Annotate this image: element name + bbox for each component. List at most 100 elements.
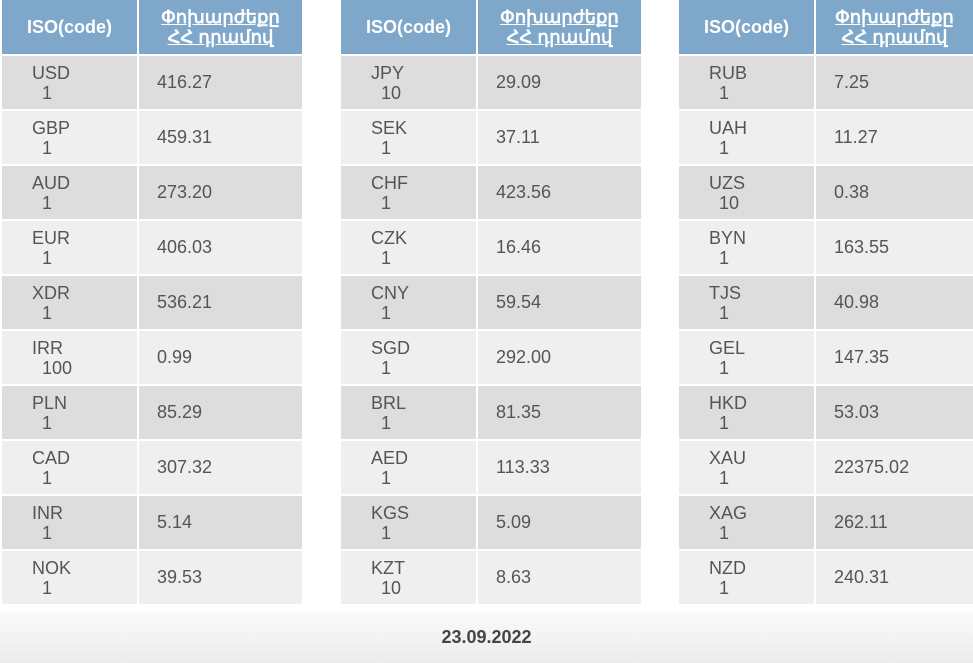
- rate-cell: 406.03: [157, 237, 213, 257]
- currency-unit: 1: [42, 247, 53, 268]
- currency-code: RUB: [709, 62, 748, 83]
- currency-code: GEL: [709, 337, 746, 358]
- currency-code: BYN: [709, 227, 747, 248]
- currency-code: XAU: [709, 447, 747, 468]
- header-code: ISO(code): [2, 0, 139, 54]
- currency-code: CAD: [32, 447, 71, 468]
- iso-cell: EUR 1: [2, 221, 139, 274]
- rate-row: NZD 1 240.31: [679, 551, 973, 604]
- currency-unit: 100: [42, 357, 73, 378]
- rate-row: AUD 1 273.20: [2, 166, 302, 219]
- currency-code: CNY: [371, 282, 410, 303]
- currency-unit: 10: [381, 82, 402, 103]
- header-row: ISO(code) Փոխարժեքը ՀՀ դրամով: [2, 0, 302, 54]
- rate-row: CHF 1 423.56: [341, 166, 641, 219]
- currency-code: SEK: [371, 117, 408, 138]
- currency-code: SGD: [371, 337, 411, 358]
- rate-row: XAU 1 22375.02: [679, 441, 973, 494]
- iso-cell: HKD 1: [679, 386, 816, 439]
- iso-cell: AED 1: [341, 441, 478, 494]
- currency-code: XAG: [709, 502, 748, 523]
- currency-unit: 1: [719, 577, 730, 598]
- currency-code: USD: [32, 62, 71, 83]
- rate-cell: 307.32: [157, 457, 213, 477]
- iso-cell: XAG 1: [679, 496, 816, 549]
- rate-row: TJS 1 40.98: [679, 276, 973, 329]
- rate-cell: 416.27: [157, 72, 213, 92]
- currency-code: KZT: [371, 557, 405, 578]
- currency-unit: 1: [719, 247, 730, 268]
- header-rate-line: Փոխարժեքը: [161, 7, 280, 27]
- rate-row: BRL 1 81.35: [341, 386, 641, 439]
- currency-unit: 1: [42, 192, 53, 213]
- header-code: ISO(code): [679, 0, 816, 54]
- currency-unit: 1: [42, 137, 53, 158]
- iso-cell: GBP 1: [2, 111, 139, 164]
- rate-cell: 240.31: [834, 567, 890, 587]
- rate-row: XAG 1 262.11: [679, 496, 973, 549]
- iso-cell: AUD 1: [2, 166, 139, 219]
- currency-unit: 1: [719, 82, 730, 103]
- iso-cell: PLN 1: [2, 386, 139, 439]
- currency-code: INR: [32, 502, 63, 523]
- rate-row: CZK 1 16.46: [341, 221, 641, 274]
- currency-unit: 1: [42, 522, 53, 543]
- currency-code: JPY: [371, 62, 405, 83]
- rate-cell: 22375.02: [834, 457, 910, 477]
- rate-cell: 459.31: [157, 127, 213, 147]
- rate-row: PLN 1 85.29: [2, 386, 302, 439]
- currency-unit: 1: [42, 467, 53, 488]
- currency-unit: 10: [719, 192, 740, 213]
- rate-row: KZT 10 8.63: [341, 551, 641, 604]
- iso-cell: KGS 1: [341, 496, 478, 549]
- header-row: ISO(code) Փոխարժեքը ՀՀ դրամով: [341, 0, 641, 54]
- iso-cell: XDR 1: [2, 276, 139, 329]
- currency-unit: 1: [719, 412, 730, 433]
- iso-cell: NOK 1: [2, 551, 139, 604]
- iso-cell: BYN 1: [679, 221, 816, 274]
- currency-code: UZS: [709, 172, 745, 193]
- rate-row: NOK 1 39.53: [2, 551, 302, 604]
- rate-cell: 40.98: [834, 292, 880, 312]
- currency-code: TJS: [709, 282, 742, 303]
- currency-code: KGS: [371, 502, 410, 523]
- rate-row: USD 1 416.27: [2, 56, 302, 109]
- rate-row: CAD 1 307.32: [2, 441, 302, 494]
- currency-unit: 1: [42, 302, 53, 323]
- currency-unit: 1: [381, 467, 392, 488]
- header-row: ISO(code) Փոխարժեքը ՀՀ դրամով: [679, 0, 973, 54]
- rate-row: GBP 1 459.31: [2, 111, 302, 164]
- rate-row: CNY 1 59.54: [341, 276, 641, 329]
- rate-cell: 37.11: [496, 127, 540, 147]
- header-rate: Փոխարժեքը ՀՀ դրամով: [478, 0, 641, 54]
- iso-cell: BRL 1: [341, 386, 478, 439]
- currency-unit: 1: [381, 357, 392, 378]
- rate-table: ISO(code) Փոխարժեքը ՀՀ դրամով RUB 1 7.25 UAH 1 1…: [679, 0, 973, 604]
- rate-cell: 5.09: [496, 512, 532, 532]
- iso-cell: TJS 1: [679, 276, 816, 329]
- rate-row: UZS 10 0.38: [679, 166, 973, 219]
- iso-cell: JPY 10: [341, 56, 478, 109]
- rate-cell: 273.20: [157, 182, 213, 202]
- header-rate-line: ՀՀ դրամով: [167, 27, 274, 47]
- rate-cell: 0.99: [157, 347, 193, 367]
- rate-cell: 81.35: [496, 402, 542, 422]
- currency-code: XDR: [32, 282, 71, 303]
- rate-row: BYN 1 163.55: [679, 221, 973, 274]
- rate-cell: 262.11: [834, 512, 888, 532]
- rate-cell: 39.53: [157, 567, 203, 587]
- currency-code: PLN: [32, 392, 68, 413]
- currency-unit: 1: [719, 137, 730, 158]
- currency-unit: 1: [381, 302, 392, 323]
- iso-cell: KZT 10: [341, 551, 478, 604]
- currency-code: NZD: [709, 557, 746, 578]
- rate-cell: 5.14: [157, 512, 193, 532]
- currency-code: NOK: [32, 557, 72, 578]
- header-rate-line: Փոխարժեքը: [835, 7, 954, 27]
- date: 23.09.2022: [441, 627, 532, 647]
- currency-code: CZK: [371, 227, 407, 248]
- currency-code: UAH: [709, 117, 748, 138]
- currency-code: GBP: [32, 117, 71, 138]
- iso-cell: UZS 10: [679, 166, 816, 219]
- iso-cell: CHF 1: [341, 166, 478, 219]
